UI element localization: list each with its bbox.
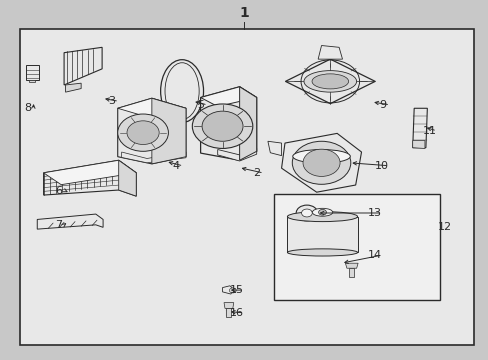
Ellipse shape — [312, 208, 332, 216]
Polygon shape — [226, 308, 231, 317]
Polygon shape — [118, 98, 185, 164]
Ellipse shape — [304, 71, 356, 92]
Text: 12: 12 — [436, 222, 450, 231]
Text: 9: 9 — [379, 100, 386, 110]
Text: 8: 8 — [24, 103, 31, 113]
Circle shape — [118, 114, 168, 151]
Circle shape — [202, 111, 243, 141]
Circle shape — [292, 141, 350, 184]
Bar — [20, 30, 473, 345]
Polygon shape — [26, 65, 39, 80]
Polygon shape — [64, 47, 102, 85]
Text: 7: 7 — [55, 220, 61, 230]
Polygon shape — [119, 160, 136, 196]
Polygon shape — [217, 148, 256, 161]
Text: 2: 2 — [253, 168, 260, 178]
Circle shape — [229, 288, 236, 293]
Polygon shape — [224, 303, 233, 309]
Text: 10: 10 — [374, 161, 388, 171]
Polygon shape — [412, 108, 427, 148]
Text: 15: 15 — [229, 285, 243, 295]
Text: 4: 4 — [172, 161, 180, 171]
Text: 11: 11 — [422, 126, 436, 135]
Polygon shape — [222, 286, 233, 294]
Text: 13: 13 — [367, 208, 382, 218]
Ellipse shape — [287, 212, 357, 222]
Circle shape — [192, 104, 252, 148]
Circle shape — [318, 210, 326, 215]
Polygon shape — [318, 45, 342, 59]
Polygon shape — [287, 217, 357, 252]
Ellipse shape — [292, 149, 349, 163]
Polygon shape — [37, 214, 103, 229]
Polygon shape — [29, 80, 35, 82]
Bar — [273, 194, 439, 300]
Polygon shape — [118, 98, 185, 118]
Ellipse shape — [311, 74, 348, 89]
Polygon shape — [412, 140, 424, 148]
Text: 14: 14 — [367, 250, 382, 260]
Circle shape — [127, 121, 159, 144]
Polygon shape — [122, 152, 185, 163]
Polygon shape — [267, 141, 281, 156]
Polygon shape — [200, 87, 256, 107]
Polygon shape — [152, 98, 185, 164]
Polygon shape — [200, 87, 256, 160]
Polygon shape — [281, 134, 361, 192]
Polygon shape — [239, 87, 256, 160]
Text: 16: 16 — [229, 308, 243, 318]
Polygon shape — [345, 263, 357, 268]
Text: 3: 3 — [108, 96, 115, 106]
Text: 1: 1 — [239, 6, 249, 20]
Ellipse shape — [287, 249, 357, 256]
Text: 6: 6 — [56, 186, 62, 196]
Polygon shape — [348, 268, 353, 277]
Ellipse shape — [160, 60, 203, 122]
Polygon shape — [285, 59, 374, 104]
Text: 5: 5 — [197, 100, 203, 110]
Polygon shape — [65, 83, 81, 92]
Polygon shape — [43, 160, 136, 196]
Circle shape — [301, 209, 312, 217]
Circle shape — [296, 205, 317, 221]
Polygon shape — [43, 160, 136, 185]
Circle shape — [303, 149, 339, 176]
